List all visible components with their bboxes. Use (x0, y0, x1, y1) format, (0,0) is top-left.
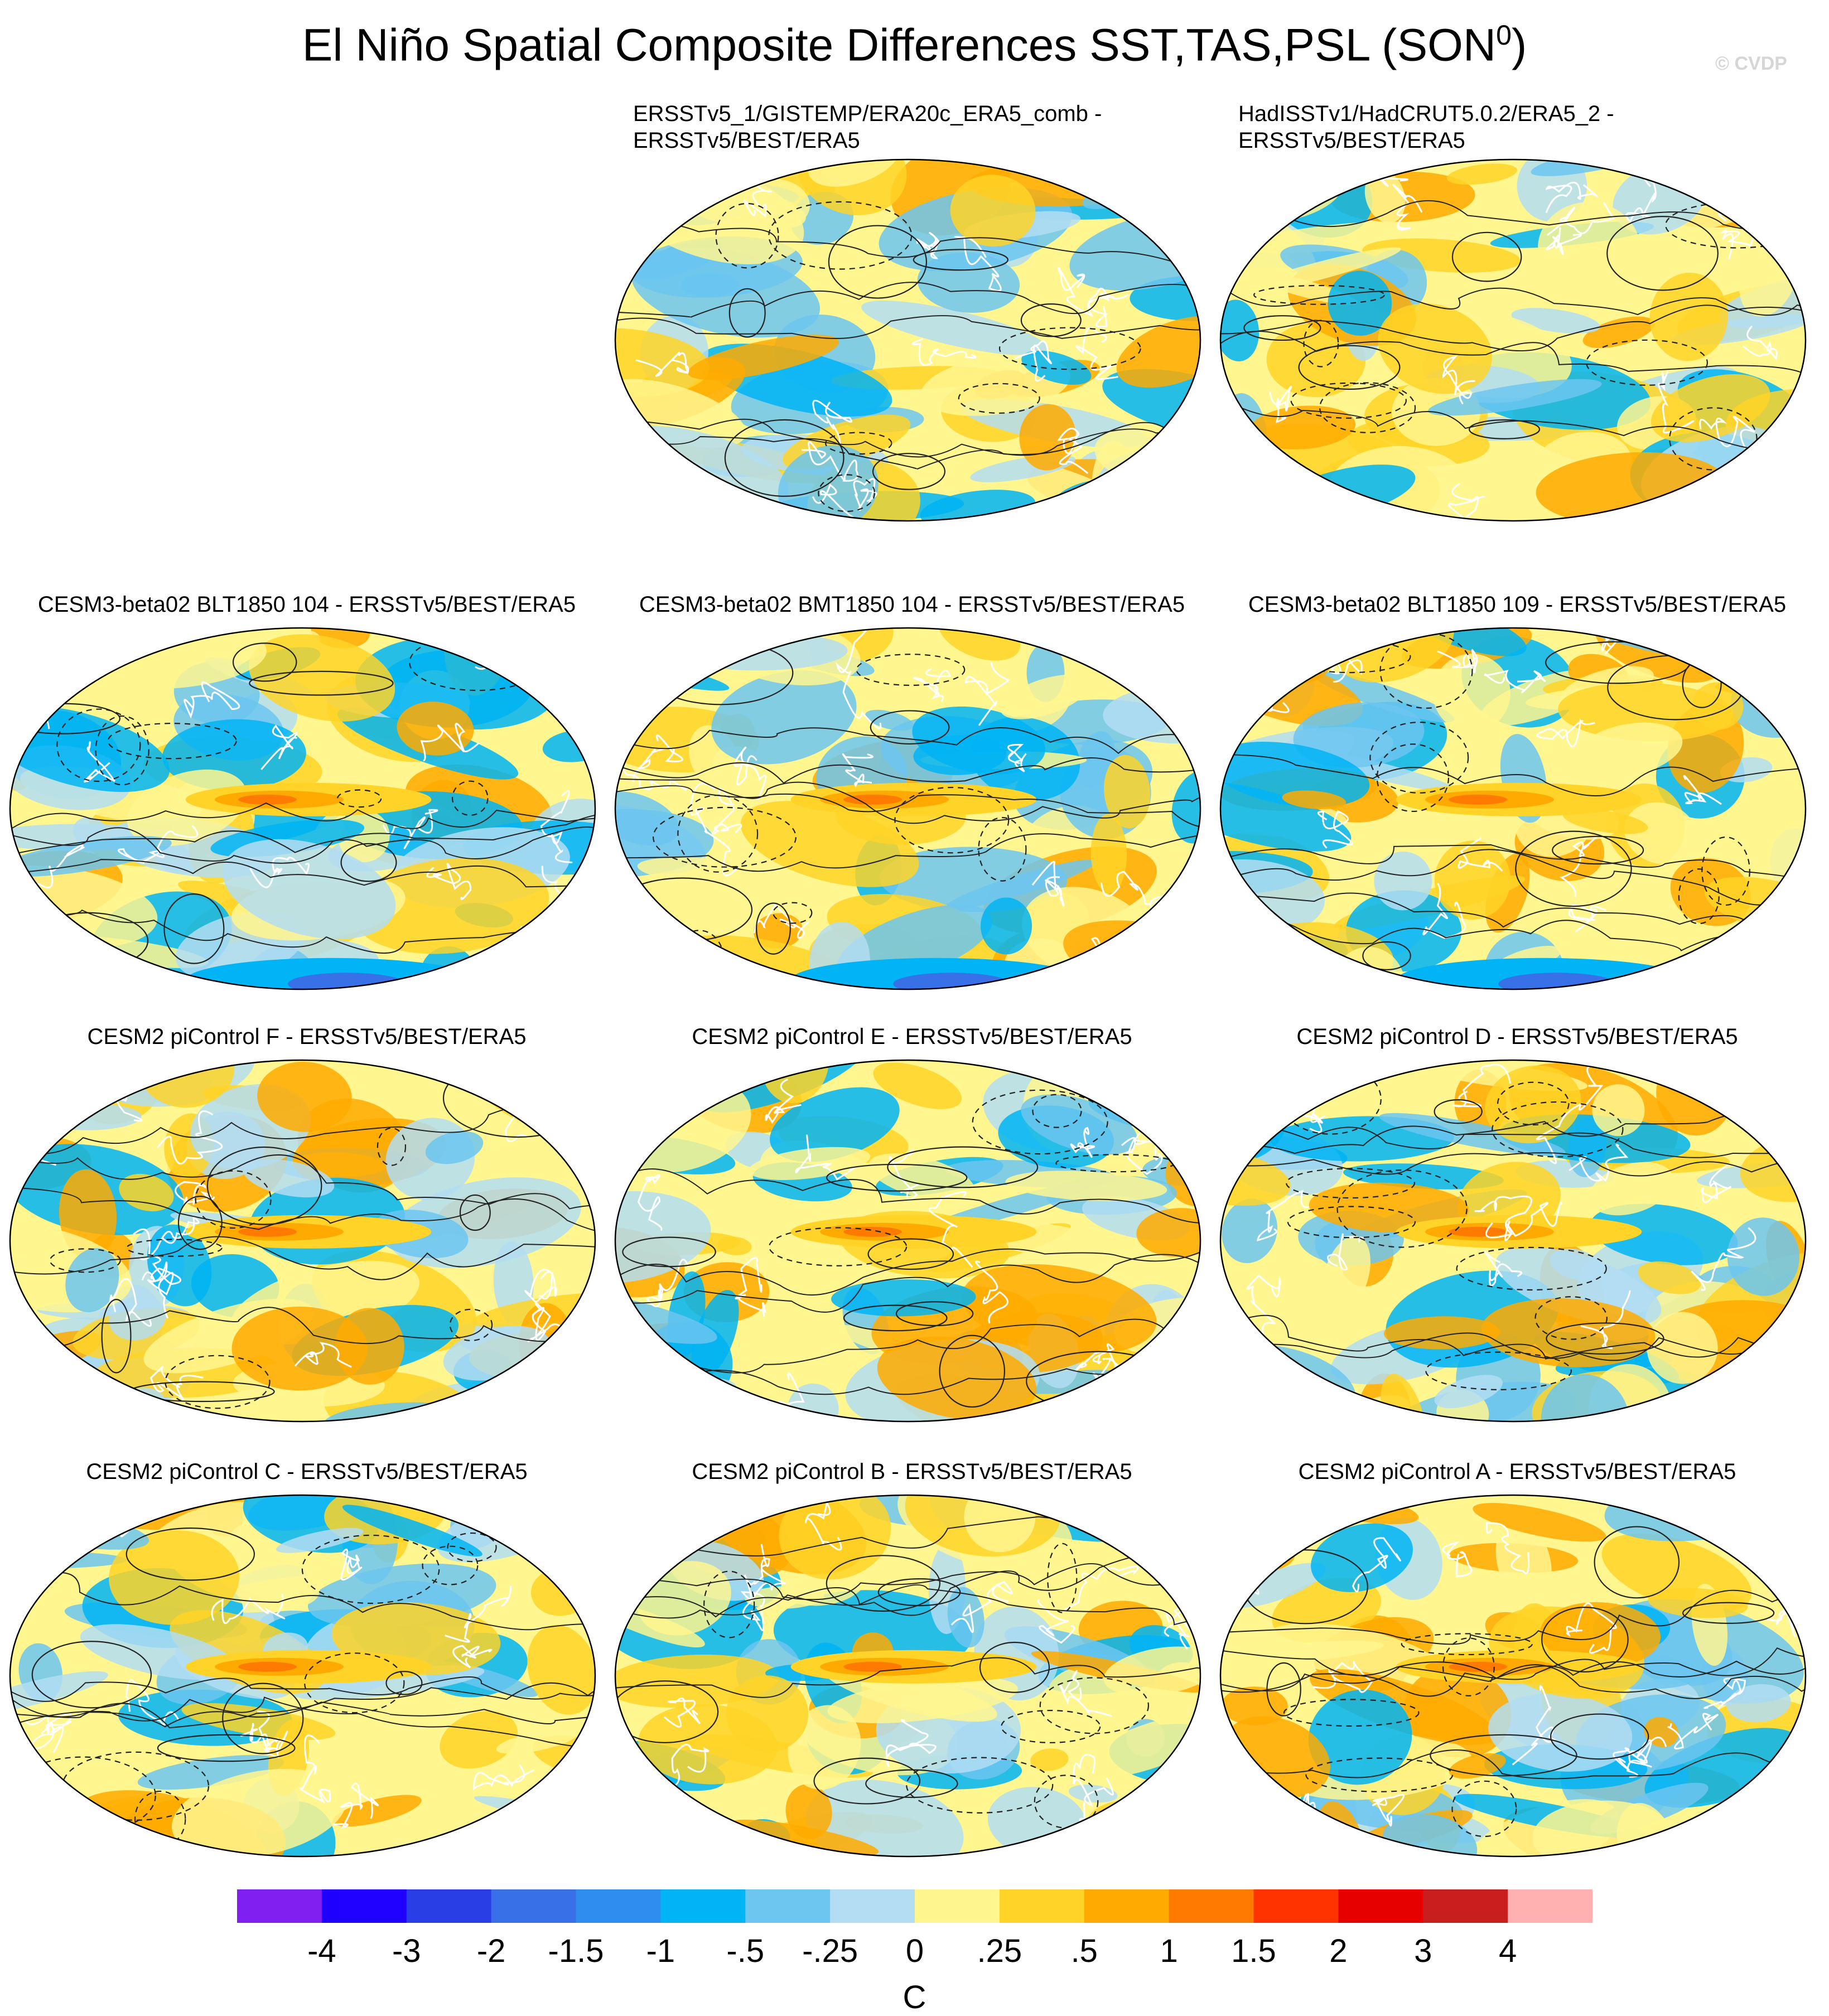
panel-title: CESM2 piControl A - ERSSTv5/BEST/ERA5 (1216, 1458, 1818, 1485)
title-end: ) (1511, 20, 1527, 71)
panel-title-line: CESM2 piControl D - ERSSTv5/BEST/ERA5 (1296, 1024, 1738, 1049)
colorbar-swatch (1338, 1889, 1423, 1923)
map-plot (614, 627, 1201, 990)
map-panel: CESM2 piControl F - ERSSTv5/BEST/ERA5 (6, 1001, 608, 1430)
map-panel: CESM3-beta02 BMT1850 104 - ERSSTv5/BEST/… (611, 569, 1213, 998)
panel-title: CESM2 piControl E - ERSSTv5/BEST/ERA5 (611, 1023, 1213, 1050)
colorbar-tick-label: -.25 (802, 1933, 858, 1969)
title-text: El Niño Spatial Composite Differences SS… (302, 20, 1497, 71)
map-plot (1219, 1059, 1807, 1423)
panel-title-line: ERSSTv5/BEST/ERA5 (1238, 128, 1465, 153)
map-panel: CESM2 piControl A - ERSSTv5/BEST/ERA5 (1216, 1436, 1818, 1865)
colorbar: -4 -3 -2 -1.5 -1 -.5 -.25 0 .25 .5 1 1.5 2 3 4 (237, 1889, 1592, 1969)
colorbar-swatch (406, 1889, 492, 1923)
colorbar-swatch (745, 1889, 831, 1923)
panel-title-line: CESM2 piControl E - ERSSTv5/BEST/ERA5 (692, 1024, 1132, 1049)
colorbar-tick-label: -3 (392, 1933, 421, 1969)
colorbar-swatch (237, 1889, 322, 1923)
map-panel: CESM2 piControl B - ERSSTv5/BEST/ERA5 (611, 1436, 1213, 1865)
main-title: El Niño Spatial Composite Differences SS… (0, 21, 1829, 68)
panel-title-line: CESM3-beta02 BLT1850 104 - ERSSTv5/BEST/… (37, 592, 576, 617)
panel-title-line: CESM2 piControl C - ERSSTv5/BEST/ERA5 (86, 1459, 528, 1484)
panel-title: CESM3-beta02 BLT1850 109 - ERSSTv5/BEST/… (1216, 591, 1818, 618)
colorbar-swatch (660, 1889, 746, 1923)
colorbar-swatch (1508, 1889, 1592, 1923)
watermark: © CVDP (1715, 53, 1787, 74)
map-panel: CESM3-beta02 BLT1850 104 - ERSSTv5/BEST/… (6, 569, 608, 998)
colorbar-tick-label: 1.5 (1231, 1933, 1276, 1969)
colorbar-unit: C (903, 1979, 926, 2015)
map-plot (1219, 1494, 1807, 1858)
panel-title: CESM2 piControl C - ERSSTv5/BEST/ERA5 (6, 1458, 608, 1485)
colorbar-swatch (830, 1889, 915, 1923)
colorbar-tick-label: 2 (1329, 1933, 1347, 1969)
panel-title: ERSSTv5_1/GISTEMP/ERA20c_ERA5_comb - ERSS… (633, 100, 1236, 154)
colorbar-tick-label: 4 (1499, 1933, 1517, 1969)
panel-title: HadISSTv1/HadCRUT5.0.2/ERA5_2 - ERSSTv5/B… (1238, 100, 1829, 154)
colorbar-tick-label: 0 (906, 1933, 924, 1969)
panel-title: CESM3-beta02 BMT1850 104 - ERSSTv5/BEST/… (611, 591, 1213, 618)
map-plot (1219, 627, 1807, 990)
title-superscript: 0 (1496, 20, 1512, 51)
map-plot (614, 158, 1201, 522)
colorbar-tick-label: -1 (646, 1933, 675, 1969)
colorbar-swatch (1169, 1889, 1254, 1923)
colorbar-tick-label: -2 (477, 1933, 506, 1969)
map-plot (614, 1494, 1201, 1858)
map-plot (1219, 158, 1807, 522)
panel-title: CESM2 piControl D - ERSSTv5/BEST/ERA5 (1216, 1023, 1818, 1050)
colorbar-tick-label: -1.5 (548, 1933, 604, 1969)
colorbar-tick-label: .25 (977, 1933, 1022, 1969)
panel-title-line: HadISSTv1/HadCRUT5.0.2/ERA5_2 - (1238, 101, 1614, 126)
panel-title-line: ERSSTv5/BEST/ERA5 (633, 128, 860, 153)
map-panel: CESM3-beta02 BLT1850 109 - ERSSTv5/BEST/… (1216, 569, 1818, 998)
panel-title: CESM2 piControl B - ERSSTv5/BEST/ERA5 (611, 1458, 1213, 1485)
map-panel: HadISSTv1/HadCRUT5.0.2/ERA5_2 - ERSSTv5/B… (1216, 100, 1818, 530)
colorbar-swatch (1423, 1889, 1508, 1923)
colorbar-swatch (915, 1889, 1000, 1923)
colorbar-swatch (576, 1889, 661, 1923)
map-panel: CESM2 piControl D - ERSSTv5/BEST/ERA5 (1216, 1001, 1818, 1430)
colorbar-tick-label: 1 (1160, 1933, 1177, 1969)
panel-title-line: CESM2 piControl F - ERSSTv5/BEST/ERA5 (87, 1024, 527, 1049)
colorbar-tick-label: -.5 (726, 1933, 764, 1969)
panel-title-line: CESM2 piControl A - ERSSTv5/BEST/ERA5 (1298, 1459, 1736, 1484)
map-panel: CESM2 piControl C - ERSSTv5/BEST/ERA5 (6, 1436, 608, 1865)
panel-title-line: CESM3-beta02 BMT1850 104 - ERSSTv5/BEST/… (639, 592, 1185, 617)
colorbar-tick-label: .5 (1071, 1933, 1098, 1969)
map-plot (9, 1059, 596, 1423)
colorbar-tick-label: 3 (1414, 1933, 1432, 1969)
panel-title: CESM2 piControl F - ERSSTv5/BEST/ERA5 (6, 1023, 608, 1050)
colorbar-tick-label: -4 (307, 1933, 336, 1969)
colorbar-swatch (999, 1889, 1085, 1923)
map-plot (9, 627, 596, 990)
colorbar-swatch (321, 1889, 407, 1923)
map-plot (9, 1494, 596, 1858)
colorbar-swatch (491, 1889, 576, 1923)
map-panel: ERSSTv5_1/GISTEMP/ERA20c_ERA5_comb - ERSS… (611, 100, 1213, 530)
panel-title: CESM3-beta02 BLT1850 104 - ERSSTv5/BEST/… (6, 591, 608, 618)
map-plot (614, 1059, 1201, 1423)
colorbar-swatch (1084, 1889, 1170, 1923)
colorbar-swatch (1253, 1889, 1339, 1923)
panel-title-line: ERSSTv5_1/GISTEMP/ERA20c_ERA5_comb - (633, 101, 1102, 126)
map-panel: CESM2 piControl E - ERSSTv5/BEST/ERA5 (611, 1001, 1213, 1430)
panel-title-line: CESM3-beta02 BLT1850 109 - ERSSTv5/BEST/… (1248, 592, 1787, 617)
panel-title-line: CESM2 piControl B - ERSSTv5/BEST/ERA5 (692, 1459, 1132, 1484)
